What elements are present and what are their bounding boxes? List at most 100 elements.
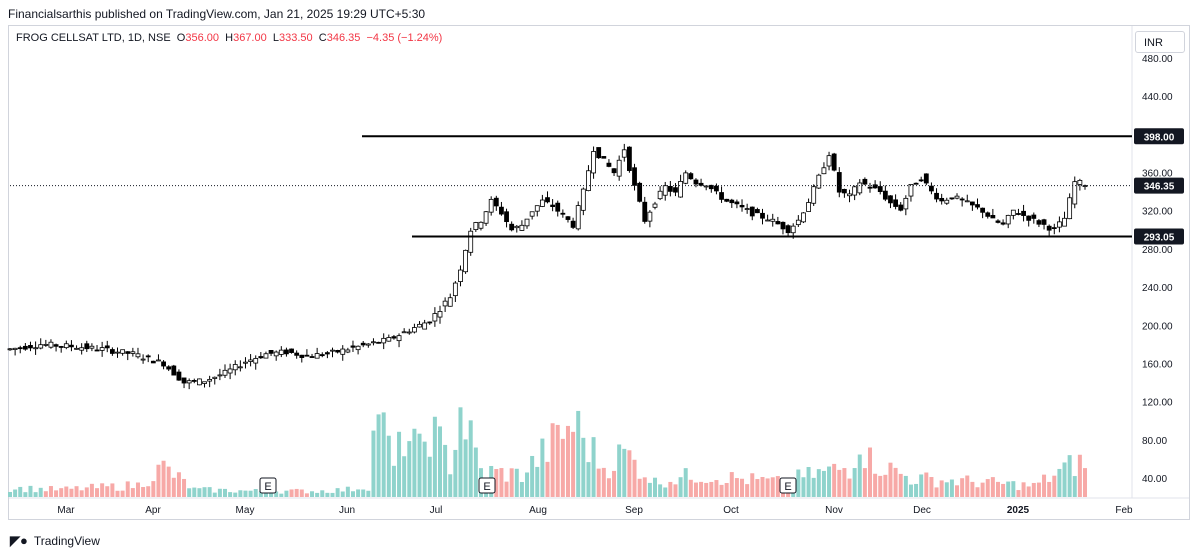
- volume-bar: [1021, 482, 1026, 497]
- volume-bar: [110, 483, 115, 497]
- volume-bar: [453, 449, 458, 497]
- volume-bar: [258, 491, 263, 497]
- volume-bar: [366, 490, 371, 497]
- earnings-marker[interactable]: E: [259, 477, 277, 494]
- volume-bar: [617, 444, 622, 497]
- candle-body: [795, 219, 801, 226]
- candle-body: [212, 376, 218, 379]
- volume-bar: [852, 468, 857, 497]
- candle-body: [304, 354, 310, 357]
- candle-body: [688, 173, 694, 180]
- change-value: −4.35 (−1.24%): [366, 32, 443, 44]
- volume-bar: [995, 481, 1000, 497]
- candle-body: [678, 180, 683, 198]
- volume-bar: [289, 489, 294, 497]
- candle-body: [79, 347, 85, 351]
- volume-bar: [443, 444, 448, 497]
- candle-body: [1057, 221, 1062, 228]
- volume-bar: [862, 468, 867, 497]
- candle-body: [309, 356, 315, 358]
- candle-body: [652, 203, 658, 208]
- candle-body: [811, 186, 817, 204]
- svg-text:293.05: 293.05: [1144, 232, 1175, 243]
- x-tick-label: Sep: [625, 505, 643, 516]
- volume-bar: [386, 435, 391, 497]
- volume-bar: [1026, 486, 1031, 497]
- volume-bar: [187, 488, 192, 497]
- volume-bar: [340, 491, 345, 497]
- candle-body: [780, 221, 786, 230]
- volume-bar: [438, 426, 442, 497]
- volume-bar: [924, 472, 929, 497]
- open-label: O: [176, 32, 186, 44]
- volume-bar: [248, 490, 253, 497]
- volume-bar: [345, 486, 350, 497]
- volume-bar: [847, 478, 852, 497]
- volume-bar: [299, 489, 304, 497]
- candle-body: [176, 371, 182, 381]
- volume-bar: [1067, 455, 1072, 497]
- volume-bar: [842, 468, 847, 497]
- candle-body: [109, 349, 115, 354]
- volume-bar: [893, 467, 898, 497]
- candle-body: [488, 198, 494, 213]
- volume-bar: [166, 466, 171, 497]
- svg-text:E: E: [784, 481, 791, 493]
- candle-body: [627, 146, 632, 171]
- volume-bar: [141, 487, 146, 497]
- candle-body: [754, 209, 760, 214]
- candle-body: [355, 345, 361, 351]
- volume-bar: [463, 439, 468, 497]
- candle-body: [422, 322, 428, 330]
- candle-body: [452, 282, 458, 297]
- x-tick-label: May: [236, 505, 255, 516]
- currency-button[interactable]: INR: [1135, 31, 1185, 53]
- earnings-marker[interactable]: E: [478, 477, 496, 494]
- candle-body: [499, 206, 504, 215]
- volume-bar: [540, 438, 545, 497]
- candle-body: [898, 204, 904, 211]
- high-label: H: [225, 32, 234, 44]
- x-tick-label: Jun: [339, 505, 355, 516]
- volume-bar: [750, 473, 755, 497]
- earnings-marker[interactable]: E: [779, 477, 797, 494]
- candle-body: [232, 364, 238, 371]
- candle-body: [842, 188, 847, 194]
- svg-text:398.00: 398.00: [1144, 132, 1175, 143]
- candle-body: [191, 380, 197, 382]
- candle-body: [365, 343, 371, 346]
- candle-body: [181, 377, 187, 384]
- candle-body: [724, 198, 730, 202]
- volume-bar: [130, 488, 135, 497]
- candle-body: [84, 343, 90, 350]
- candle-body: [120, 349, 126, 354]
- candle-body: [524, 218, 530, 227]
- volume-bar: [821, 470, 826, 497]
- candle-body: [647, 211, 653, 222]
- volume-bar: [514, 468, 519, 497]
- candle-body: [744, 208, 750, 210]
- resistance-price-label: 398.00: [1134, 128, 1184, 145]
- volume-bar: [1016, 490, 1021, 497]
- volume-bar: [64, 486, 69, 497]
- candle-body: [28, 345, 33, 349]
- volume-bar: [581, 437, 586, 497]
- candle-body: [432, 313, 438, 322]
- volume-bar: [381, 412, 386, 497]
- volume-bar: [320, 490, 325, 497]
- candle-body: [227, 368, 233, 374]
- volume-bar: [975, 487, 980, 497]
- candle-body: [944, 199, 950, 204]
- volume-bar: [376, 414, 381, 497]
- volume-bar: [560, 438, 565, 497]
- low-label: L: [272, 32, 279, 44]
- candle-body: [534, 205, 540, 212]
- volume-bar: [949, 479, 954, 497]
- volume-bar: [653, 477, 657, 497]
- volume-bar: [1011, 481, 1016, 497]
- candle-body: [857, 182, 863, 194]
- volume-bar: [412, 428, 417, 497]
- volume-bar: [1001, 483, 1006, 497]
- volume-bar: [504, 481, 509, 497]
